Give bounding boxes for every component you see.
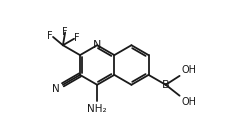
Text: N: N	[92, 40, 101, 50]
Text: N: N	[52, 84, 60, 94]
Text: B: B	[161, 80, 169, 90]
Text: OH: OH	[181, 97, 196, 107]
Text: F: F	[47, 31, 53, 41]
Text: F: F	[62, 27, 68, 37]
Text: OH: OH	[181, 65, 196, 75]
Text: F: F	[74, 33, 79, 43]
Text: NH₂: NH₂	[87, 104, 106, 114]
